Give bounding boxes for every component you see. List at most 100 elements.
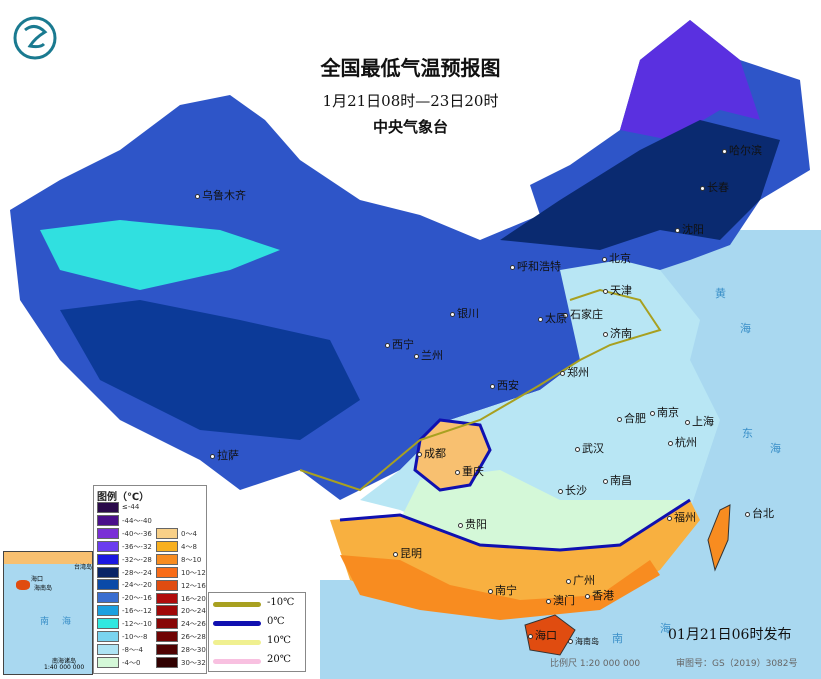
city-label: 西安 bbox=[490, 377, 519, 393]
legend-swatch bbox=[97, 643, 119, 655]
sea-label: 黄 bbox=[715, 287, 726, 300]
legend-label: 10～12 bbox=[181, 568, 206, 577]
isotherm-line-sample bbox=[213, 640, 261, 645]
inset-label: 南海诸岛 bbox=[52, 658, 77, 665]
city-label: 北京 bbox=[602, 250, 631, 266]
legend-label: -40～-36 bbox=[122, 529, 152, 538]
tibet-dark-cold bbox=[60, 300, 360, 440]
city-label: 西宁 bbox=[385, 336, 414, 352]
city-label: 太原 bbox=[538, 310, 567, 326]
map-scale: 比例尺 1:20 000 000 bbox=[550, 659, 641, 669]
inset-scale: 1:40 000 000 bbox=[44, 664, 85, 671]
legend-swatch bbox=[97, 579, 119, 591]
city-label: 广州 bbox=[566, 572, 595, 588]
legend-swatch bbox=[97, 631, 119, 642]
legend-label: -20～-16 bbox=[122, 594, 152, 603]
legend-label: -24～-20 bbox=[122, 581, 152, 590]
color-legend: 图例（℃） ≤-44 -44～-40 -40～-36 -36～-32 -32～-28 -2… bbox=[93, 485, 207, 674]
isotherm-label: 0℃ bbox=[267, 616, 285, 627]
sea-label: 海 bbox=[660, 622, 671, 635]
xinjiang-cyan bbox=[40, 220, 280, 290]
inset-label: 海南岛 bbox=[34, 585, 53, 592]
legend-swatch bbox=[156, 540, 178, 552]
legend-label: ≤-44 bbox=[122, 503, 140, 511]
legend-label: -12～-10 bbox=[122, 620, 152, 629]
legend-swatch bbox=[97, 618, 119, 630]
legend-label: -32～-28 bbox=[122, 555, 152, 564]
inset-label: 海口 bbox=[31, 576, 44, 583]
publish-time: 01月21日06时发布 bbox=[668, 627, 792, 643]
city-label: 香港 bbox=[585, 587, 614, 603]
legend-swatch bbox=[156, 528, 178, 539]
isotherm-line-sample bbox=[213, 659, 261, 664]
sea-label: 海 bbox=[740, 322, 751, 335]
city-label: 长春 bbox=[700, 179, 729, 195]
taiwan-island bbox=[707, 504, 731, 572]
legend-swatch bbox=[97, 553, 119, 565]
isotherm-label: 10℃ bbox=[267, 635, 291, 646]
legend-label: -36～-32 bbox=[122, 542, 152, 551]
legend-label: 24～26 bbox=[181, 620, 206, 629]
legend-label: 20～24 bbox=[181, 607, 206, 616]
zero-isotherm bbox=[339, 498, 691, 552]
legend-swatch bbox=[156, 644, 178, 656]
legend-swatch bbox=[156, 631, 178, 643]
legend-label: 4～8 bbox=[181, 542, 197, 551]
sea-label: 东 bbox=[742, 427, 753, 440]
city-label: 成都 bbox=[417, 445, 446, 461]
city-label: 台北 bbox=[745, 505, 774, 521]
legend-swatch bbox=[97, 566, 119, 578]
legend-label: 8～10 bbox=[181, 555, 202, 564]
inset-label: 南 bbox=[40, 617, 50, 627]
legend-label: -16～-12 bbox=[122, 607, 152, 616]
inset-label: 海 bbox=[62, 617, 72, 627]
map-title: 全国最低气温预报图 bbox=[320, 56, 501, 80]
legend-label: -8～-4 bbox=[122, 645, 143, 654]
legend-label: 16～20 bbox=[181, 594, 206, 603]
city-label: 石家庄 bbox=[563, 306, 603, 322]
legend-swatch bbox=[156, 566, 178, 578]
northeast-deep-cold bbox=[620, 20, 760, 140]
city-label: 南昌 bbox=[603, 472, 632, 488]
legend-swatch bbox=[156, 592, 178, 604]
legend-swatch bbox=[97, 514, 119, 526]
city-label: 乌鲁木齐 bbox=[195, 187, 246, 203]
city-label: 长沙 bbox=[558, 482, 587, 498]
legend-swatch bbox=[97, 502, 119, 513]
legend-label: 0～4 bbox=[181, 530, 197, 538]
legend-label: -10～-8 bbox=[122, 633, 148, 641]
legend-label: 12～16 bbox=[181, 581, 206, 590]
legend-swatch bbox=[97, 527, 119, 539]
north-dark-cold bbox=[500, 120, 780, 250]
city-label: 海南岛 bbox=[568, 636, 599, 647]
legend-swatch bbox=[156, 605, 178, 617]
city-label: 南宁 bbox=[488, 582, 517, 598]
city-label: 济南 bbox=[603, 325, 632, 341]
legend-swatch bbox=[156, 618, 178, 630]
legend-swatch bbox=[97, 592, 119, 604]
city-label: 银川 bbox=[450, 305, 479, 321]
city-label: 沈阳 bbox=[675, 221, 704, 237]
map-subtitle: 1月21日08时—23日20时 bbox=[322, 92, 499, 110]
legend-label: -4～0 bbox=[122, 658, 141, 667]
inset-label: 台湾岛 bbox=[74, 564, 93, 571]
city-label: 拉萨 bbox=[210, 447, 239, 463]
isotherm-line-sample bbox=[213, 621, 261, 626]
south-orange-region bbox=[340, 555, 660, 620]
issuer: 中央气象台 bbox=[372, 118, 448, 136]
city-label: 郑州 bbox=[560, 364, 589, 380]
city-label: 天津 bbox=[603, 282, 632, 298]
city-label: 昆明 bbox=[393, 545, 422, 561]
legend-label: 30～32 bbox=[181, 659, 206, 667]
legend-swatch bbox=[97, 605, 119, 617]
sea-label: 海 bbox=[770, 442, 781, 455]
legend-label: 26～28 bbox=[181, 633, 206, 642]
legend-label: -28～-24 bbox=[122, 568, 152, 577]
city-label: 海口 bbox=[528, 627, 557, 643]
legend-swatch bbox=[156, 657, 178, 668]
isotherm-line-sample bbox=[213, 602, 261, 607]
isotherm-label: -10℃ bbox=[267, 597, 295, 608]
legend-swatch bbox=[97, 540, 119, 552]
city-label: 哈尔滨 bbox=[722, 142, 762, 158]
